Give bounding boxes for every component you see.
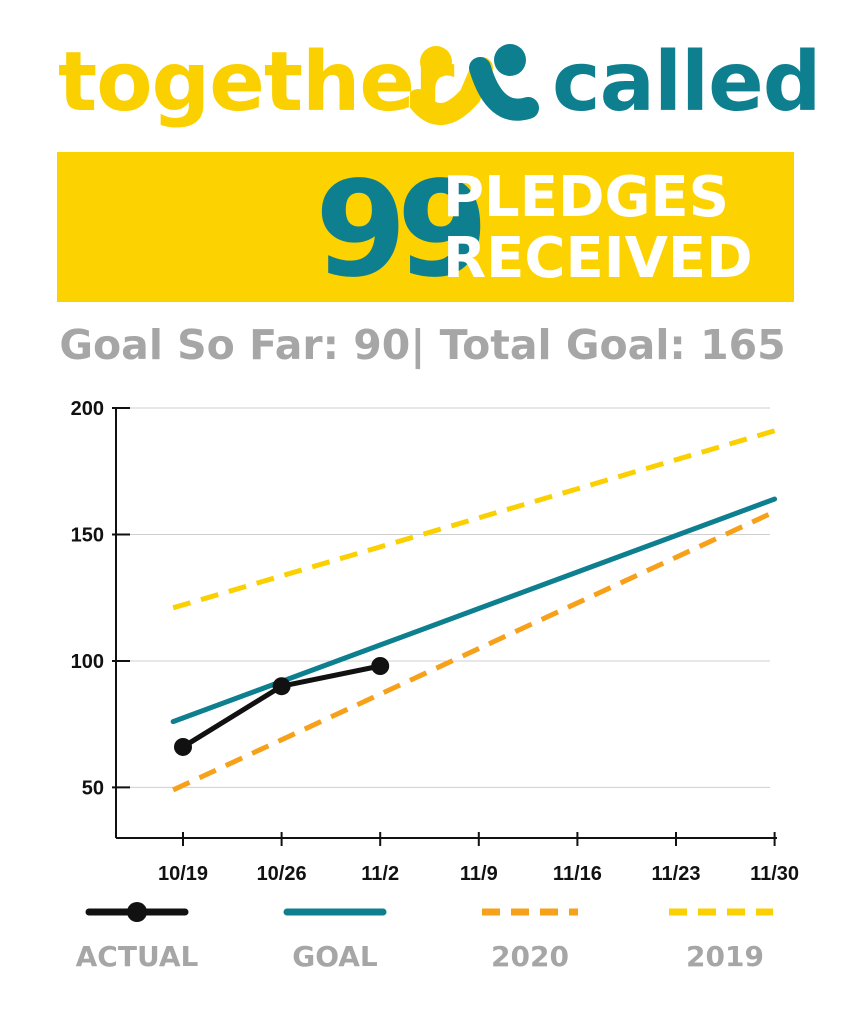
- logo: together called: [0, 28, 845, 138]
- logo-dot-teal: [494, 44, 526, 76]
- legend-2020-icon: [482, 908, 578, 916]
- series-line-2020: [172, 509, 776, 793]
- logo-swoosh-teal: [469, 57, 539, 121]
- pledge-label-line1: PLEDGES: [443, 165, 730, 230]
- chart-legend: ACTUAL GOAL 2020 2019: [0, 890, 845, 1000]
- pledge-label-line2: RECEIVED: [443, 226, 753, 291]
- logo-word-together: together: [58, 35, 454, 130]
- x-tick-label-6: 11/30: [750, 863, 799, 880]
- point-actual-0: [174, 737, 192, 756]
- x-tick-label-4: 11/16: [553, 863, 602, 880]
- legend-item-actual: ACTUAL: [37, 890, 237, 1000]
- legend-label-2019: 2019: [686, 940, 764, 973]
- legend-item-2019: 2019: [625, 890, 825, 1000]
- y-tick-label-50: 50: [82, 777, 104, 799]
- pledge-count: 99: [315, 153, 489, 307]
- point-actual-1: [272, 677, 291, 696]
- series-line-2019: [172, 428, 776, 611]
- pledge-banner: 99 PLEDGES RECEIVED: [57, 152, 794, 302]
- x-tick-label-5: 11/23: [652, 863, 701, 880]
- legend-item-2020: 2020: [430, 890, 630, 1000]
- legend-label-goal: GOAL: [292, 940, 378, 973]
- logo-word-called: called: [552, 35, 821, 130]
- x-tick-label-1: 10/26: [257, 863, 307, 880]
- goal-summary: Goal So Far: 90| Total Goal: 165: [59, 321, 786, 369]
- y-tick-label-150: 150: [71, 524, 104, 546]
- pledge-chart: 50 100 150 200 10/19 10/26 11/2 11/9 11/16 11/23 1…: [71, 398, 799, 880]
- logo-mark-icon: [410, 44, 539, 125]
- legend-item-goal: GOAL: [235, 890, 435, 1000]
- x-tick-label-2: 11/2: [361, 863, 399, 880]
- legend-label-actual: ACTUAL: [75, 940, 199, 973]
- logo-dot-yellow: [420, 46, 452, 78]
- legend-label-2020: 2020: [491, 940, 569, 973]
- legend-goal-icon: [283, 908, 387, 916]
- y-tick-label-100: 100: [71, 651, 104, 673]
- x-tick-label-0: 10/19: [158, 863, 208, 880]
- point-actual-2: [371, 657, 390, 675]
- x-tick-label-3: 11/9: [460, 863, 498, 880]
- legend-2019-icon: [669, 908, 773, 916]
- legend-actual-icon: [85, 902, 189, 922]
- logo-swoosh-yellow: [410, 57, 493, 125]
- y-tick-label-200: 200: [71, 398, 104, 420]
- series-line-goal: [170, 496, 778, 725]
